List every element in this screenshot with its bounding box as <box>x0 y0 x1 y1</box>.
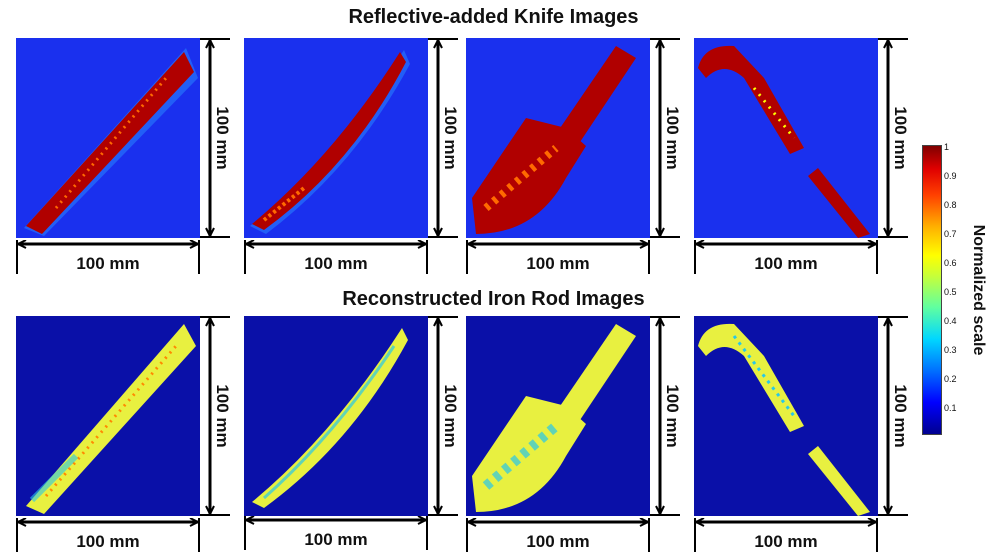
height-dimension-6: 100 mm <box>428 316 468 516</box>
height-dimension-2: 100 mm <box>428 38 468 238</box>
width-label: 100 mm <box>754 532 818 551</box>
width-dimension-1: 100 mm <box>16 240 200 280</box>
colorbar-tick: 0.8 <box>944 200 957 210</box>
width-label: 100 mm <box>76 532 140 551</box>
height-label: 100 mm <box>891 384 910 448</box>
knife-image-2 <box>244 38 428 238</box>
width-label: 100 mm <box>526 254 590 273</box>
colorbar-label: Normalized scale <box>970 224 987 356</box>
width-dimension-8: 100 mm <box>694 518 878 558</box>
width-label: 100 mm <box>304 254 368 273</box>
knife-image-4 <box>694 38 878 238</box>
width-label: 100 mm <box>754 254 818 273</box>
knife-image-1 <box>16 38 200 238</box>
width-dimension-3: 100 mm <box>466 240 650 280</box>
colorbar-tick: 0.2 <box>944 374 957 384</box>
width-dimension-5: 100 mm <box>16 518 200 558</box>
width-label: 100 mm <box>304 530 368 549</box>
rod-image-4 <box>694 316 878 516</box>
height-label: 100 mm <box>663 384 682 448</box>
height-dimension-1: 100 mm <box>200 38 240 238</box>
rod-image-3 <box>466 316 650 516</box>
colorbar-tick: 0.4 <box>944 316 957 326</box>
width-dimension-6: 100 mm <box>244 516 428 556</box>
bottom-section-title: Reconstructed Iron Rod Images <box>342 288 645 310</box>
height-label: 100 mm <box>441 106 460 170</box>
rod-image-2 <box>244 316 428 516</box>
height-dimension-4: 100 mm <box>878 38 918 238</box>
colorbar-tick: 0.9 <box>944 171 957 181</box>
width-label: 100 mm <box>526 532 590 551</box>
colorbar-tick: 0.6 <box>944 258 957 268</box>
colorbar-tick: 0.7 <box>944 229 957 239</box>
top-section-title: Reflective-added Knife Images <box>348 6 639 28</box>
height-label: 100 mm <box>891 106 910 170</box>
rod-image-1 <box>16 316 200 516</box>
height-dimension-5: 100 mm <box>200 316 240 516</box>
width-label: 100 mm <box>76 254 140 273</box>
height-label: 100 mm <box>213 106 232 170</box>
colorbar-tick: 0.1 <box>944 403 957 413</box>
height-label: 100 mm <box>663 106 682 170</box>
width-dimension-4: 100 mm <box>694 240 878 280</box>
width-dimension-2: 100 mm <box>244 240 428 280</box>
height-label: 100 mm <box>441 384 460 448</box>
colorbar-tick: 0.5 <box>944 287 957 297</box>
colorbar-tick: 1 <box>944 142 950 152</box>
knife-image-3 <box>466 38 650 238</box>
colorbar-tick: 0.3 <box>944 345 957 355</box>
height-dimension-7: 100 mm <box>650 316 690 516</box>
width-dimension-7: 100 mm <box>466 518 650 558</box>
height-dimension-3: 100 mm <box>650 38 690 238</box>
normalized-scale-colorbar <box>922 145 942 435</box>
height-label: 100 mm <box>213 384 232 448</box>
height-dimension-8: 100 mm <box>878 316 918 516</box>
